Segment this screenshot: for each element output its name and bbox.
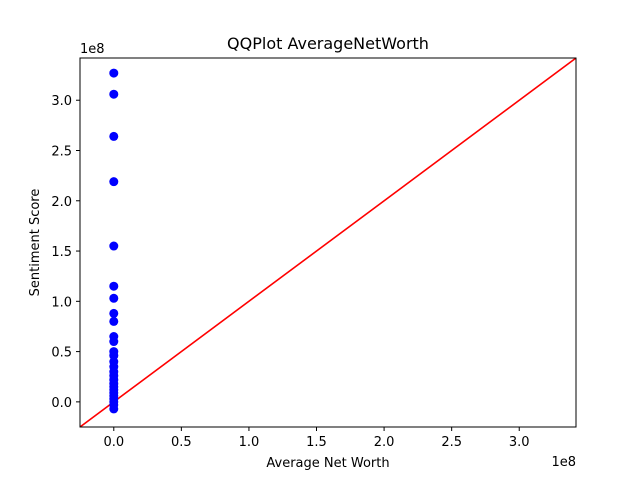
data-point (109, 68, 119, 78)
x-tick-label: 3.0 (509, 435, 530, 450)
y-tick-label: 2.5 (51, 145, 72, 160)
plot-area (80, 58, 576, 427)
data-point (109, 131, 119, 141)
x-tick-label: 1.5 (306, 435, 327, 450)
data-point (109, 281, 119, 291)
data-point (109, 241, 119, 251)
x-axis-offset-label: 1e8 (551, 455, 576, 470)
chart-title: QQPlot AverageNetWorth (227, 34, 429, 53)
data-point (109, 308, 119, 318)
plot-frame (79, 57, 577, 428)
y-axis: 0.0 0.5 1.0 1.5 2.0 2.5 3.0 (51, 94, 80, 411)
y-tick-label: 0.5 (51, 346, 72, 361)
data-point (109, 89, 119, 99)
y-tick-label: 1.0 (51, 295, 72, 310)
x-tick-label: 1.0 (239, 435, 260, 450)
data-point (109, 337, 119, 347)
reference-line (80, 58, 576, 427)
x-tick-label: 0.0 (103, 435, 124, 450)
y-tick-label: 2.0 (51, 195, 72, 210)
y-axis-offset-label: 1e8 (80, 42, 105, 57)
data-point (109, 404, 119, 414)
data-point (109, 316, 119, 326)
y-tick-label: 3.0 (51, 94, 72, 109)
y-tick-label: 1.5 (51, 245, 72, 260)
x-axis: 0.0 0.5 1.0 1.5 2.0 2.5 3.0 (103, 427, 530, 450)
x-tick-label: 2.0 (374, 435, 395, 450)
y-tick-label: 0.0 (51, 396, 72, 411)
data-point (109, 293, 119, 303)
x-tick-label: 2.5 (441, 435, 462, 450)
x-tick-label: 0.5 (171, 435, 192, 450)
data-point (109, 177, 119, 187)
y-axis-label: Sentiment Score (28, 189, 43, 297)
x-axis-label: Average Net Worth (266, 456, 389, 471)
